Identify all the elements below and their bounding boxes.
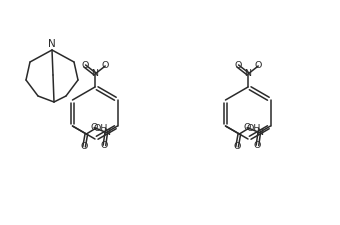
Text: N: N <box>103 128 110 137</box>
Text: O: O <box>254 141 261 150</box>
Text: O: O <box>102 61 109 70</box>
Text: O: O <box>255 61 262 70</box>
Text: O: O <box>234 61 241 70</box>
Text: O: O <box>243 123 251 132</box>
Text: N: N <box>48 39 56 49</box>
Text: O: O <box>90 123 98 132</box>
Text: O: O <box>80 142 88 151</box>
Text: O: O <box>101 141 108 150</box>
Text: N: N <box>256 128 263 137</box>
Text: OH: OH <box>94 124 108 133</box>
Text: O: O <box>81 61 88 70</box>
Text: N: N <box>91 70 99 79</box>
Text: OH: OH <box>247 124 261 133</box>
Text: O: O <box>233 142 241 151</box>
Text: N: N <box>244 70 252 79</box>
